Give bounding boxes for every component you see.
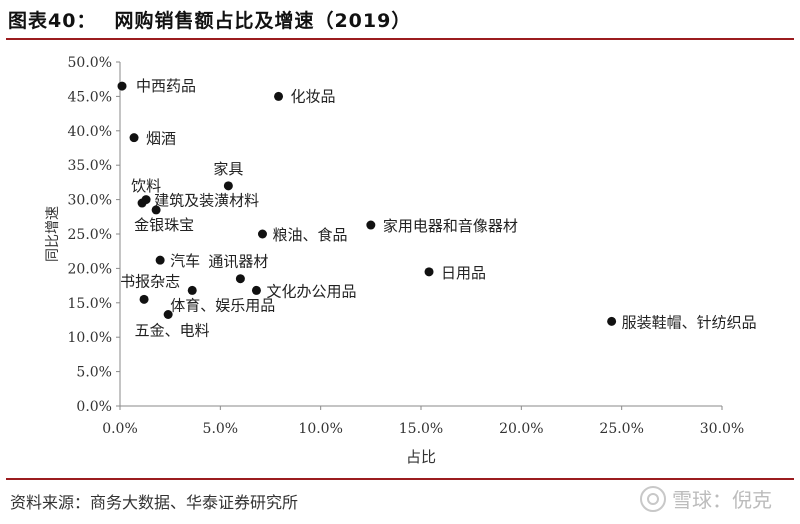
point-label: 书报杂志: [120, 272, 180, 290]
x-tick-label: 10.0%: [298, 421, 342, 437]
point-label: 五金、电料: [135, 321, 210, 339]
y-tick-label: 45.0%: [68, 89, 112, 105]
data-point: [141, 195, 151, 205]
data-point: [424, 267, 434, 277]
x-tick-label: 5.0%: [203, 421, 239, 437]
data-point: [151, 205, 161, 215]
data-point: [235, 274, 245, 284]
y-tick-label: 40.0%: [68, 124, 112, 140]
figure-title: 图表40： 网购销售额占比及增速（2019）: [8, 6, 411, 33]
y-tick-label: 35.0%: [68, 158, 112, 174]
point-label: 服装鞋帽、针纺织品: [622, 313, 757, 331]
data-point: [187, 285, 197, 295]
y-tick-label: 15.0%: [68, 296, 112, 312]
x-tick-label: 0.0%: [102, 421, 138, 437]
point-label: 粮油、食品: [272, 226, 347, 244]
point-label: 日用品: [441, 264, 486, 282]
top-rule: [6, 38, 794, 40]
point-label: 文化办公用品: [266, 282, 356, 300]
data-point: [251, 285, 261, 295]
scatter-chart: 0.0% 5.0% 10.0% 15.0% 20.0% 25.0% 30.0% 35.0% 40…: [45, 55, 757, 466]
y-tick-label: 50.0%: [68, 55, 112, 71]
point-label: 家具: [213, 160, 243, 178]
point-label: 建筑及装潢材料: [154, 192, 259, 210]
point-label: 家用电器和音像器材: [383, 217, 518, 235]
x-tick-label: 25.0%: [599, 421, 643, 437]
y-tick-label: 30.0%: [68, 193, 112, 209]
y-tick-label: 20.0%: [68, 261, 112, 277]
data-point: [129, 133, 139, 143]
data-point: [257, 229, 267, 239]
bottom-rule: [6, 478, 794, 480]
watermark: 雪球：倪克: [640, 484, 772, 513]
data-point: [366, 220, 376, 230]
point-label: 中西药品: [136, 77, 196, 95]
point-label: 金银珠宝: [134, 216, 194, 234]
y-tick-label: 0.0%: [76, 399, 112, 415]
point-label: 烟酒: [146, 130, 176, 148]
y-axis-title: 同比增速: [45, 206, 61, 262]
point-label: 化妆品: [291, 87, 336, 105]
point-label: 通讯器材: [208, 253, 268, 271]
watermark-text: 雪球：倪克: [672, 488, 772, 512]
x-tick-label: 30.0%: [700, 421, 744, 437]
point-label: 体育、娱乐用品: [170, 296, 275, 314]
point-label: 汽车: [170, 252, 200, 270]
x-axis-title: 占比: [406, 448, 436, 466]
figure-number: 图表40：: [8, 10, 97, 32]
data-point: [139, 294, 149, 304]
source-note: 资料来源：商务大数据、华泰证券研究所: [10, 493, 299, 512]
figure-title-text: 网购销售额占比及增速（2019）: [114, 10, 412, 32]
y-tick-label: 5.0%: [76, 365, 112, 381]
data-point: [274, 91, 284, 101]
snowball-logo-icon: [640, 485, 666, 512]
y-tick-label: 25.0%: [68, 227, 112, 243]
point-label: 饮料: [131, 177, 161, 195]
data-point: [155, 255, 165, 265]
y-tick-label: 10.0%: [68, 330, 112, 346]
x-tick-label: 15.0%: [399, 421, 443, 437]
x-tick-label: 20.0%: [499, 421, 543, 437]
data-point: [607, 316, 617, 326]
data-point: [163, 309, 173, 319]
data-point: [117, 81, 127, 91]
data-point: [223, 181, 233, 191]
